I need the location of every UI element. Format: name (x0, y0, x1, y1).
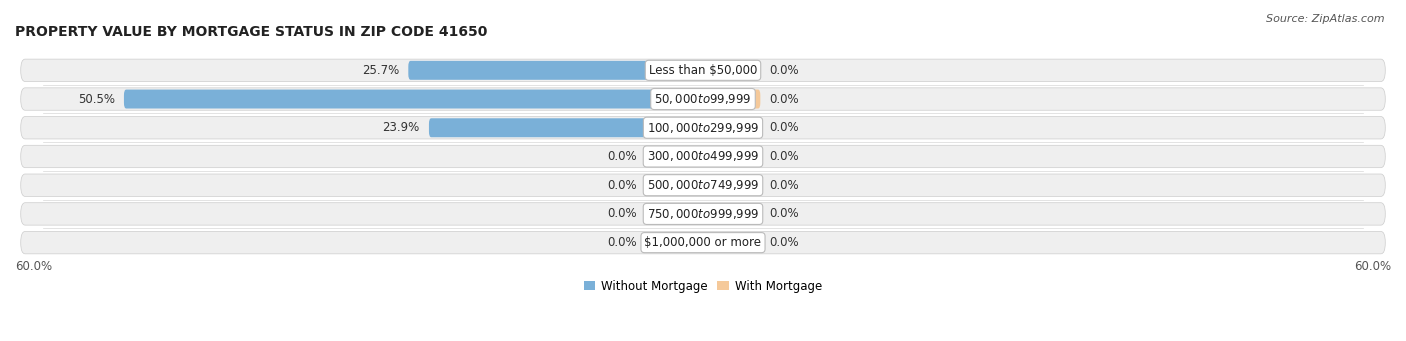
FancyBboxPatch shape (21, 232, 1385, 254)
FancyBboxPatch shape (703, 61, 761, 80)
Text: 0.0%: 0.0% (607, 179, 637, 192)
Text: $50,000 to $99,999: $50,000 to $99,999 (654, 92, 752, 106)
Text: 0.0%: 0.0% (769, 207, 799, 220)
Text: $100,000 to $299,999: $100,000 to $299,999 (647, 121, 759, 135)
FancyBboxPatch shape (645, 205, 703, 223)
Text: 50.5%: 50.5% (77, 92, 115, 105)
FancyBboxPatch shape (703, 233, 761, 252)
Text: $500,000 to $749,999: $500,000 to $749,999 (647, 178, 759, 192)
Text: Less than $50,000: Less than $50,000 (648, 64, 758, 77)
FancyBboxPatch shape (21, 145, 1385, 168)
Text: 0.0%: 0.0% (769, 150, 799, 163)
FancyBboxPatch shape (645, 176, 703, 195)
Text: 0.0%: 0.0% (769, 64, 799, 77)
FancyBboxPatch shape (21, 59, 1385, 81)
FancyBboxPatch shape (645, 147, 703, 166)
Text: 0.0%: 0.0% (769, 121, 799, 134)
FancyBboxPatch shape (21, 117, 1385, 139)
Text: 60.0%: 60.0% (15, 260, 52, 273)
Text: Source: ZipAtlas.com: Source: ZipAtlas.com (1267, 14, 1385, 24)
FancyBboxPatch shape (703, 118, 761, 137)
FancyBboxPatch shape (124, 90, 703, 108)
FancyBboxPatch shape (408, 61, 703, 80)
Text: $300,000 to $499,999: $300,000 to $499,999 (647, 149, 759, 163)
FancyBboxPatch shape (703, 90, 761, 108)
Text: 60.0%: 60.0% (1354, 260, 1391, 273)
Text: 0.0%: 0.0% (607, 236, 637, 249)
FancyBboxPatch shape (429, 118, 703, 137)
FancyBboxPatch shape (703, 205, 761, 223)
Text: PROPERTY VALUE BY MORTGAGE STATUS IN ZIP CODE 41650: PROPERTY VALUE BY MORTGAGE STATUS IN ZIP… (15, 25, 488, 39)
Text: $750,000 to $999,999: $750,000 to $999,999 (647, 207, 759, 221)
FancyBboxPatch shape (21, 203, 1385, 225)
Text: 0.0%: 0.0% (769, 92, 799, 105)
Text: 23.9%: 23.9% (382, 121, 420, 134)
FancyBboxPatch shape (703, 147, 761, 166)
Text: 0.0%: 0.0% (607, 150, 637, 163)
Text: 0.0%: 0.0% (769, 179, 799, 192)
FancyBboxPatch shape (703, 176, 761, 195)
Text: 0.0%: 0.0% (769, 236, 799, 249)
Text: 0.0%: 0.0% (607, 207, 637, 220)
Text: 25.7%: 25.7% (361, 64, 399, 77)
Legend: Without Mortgage, With Mortgage: Without Mortgage, With Mortgage (579, 275, 827, 297)
FancyBboxPatch shape (21, 174, 1385, 196)
FancyBboxPatch shape (645, 233, 703, 252)
Text: $1,000,000 or more: $1,000,000 or more (644, 236, 762, 249)
FancyBboxPatch shape (21, 88, 1385, 110)
